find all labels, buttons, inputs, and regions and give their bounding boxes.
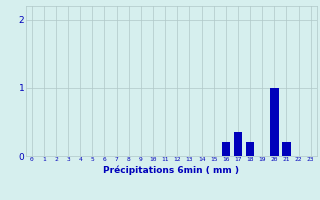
Bar [270, 88, 279, 156]
Bar [221, 142, 230, 156]
Bar [246, 142, 254, 156]
X-axis label: Précipitations 6min ( mm ): Précipitations 6min ( mm ) [103, 165, 239, 175]
Bar [234, 132, 242, 156]
Bar [282, 142, 291, 156]
